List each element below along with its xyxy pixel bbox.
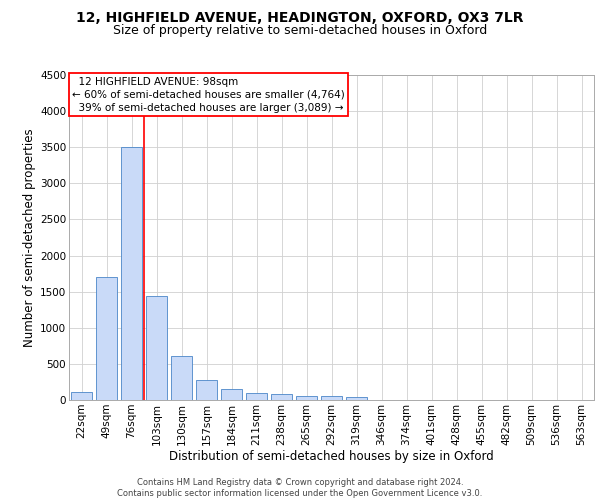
Bar xyxy=(96,277,117,400)
Bar xyxy=(321,396,342,400)
Bar xyxy=(246,393,267,400)
X-axis label: Distribution of semi-detached houses by size in Oxford: Distribution of semi-detached houses by … xyxy=(169,450,494,464)
Text: Contains HM Land Registry data © Crown copyright and database right 2024.
Contai: Contains HM Land Registry data © Crown c… xyxy=(118,478,482,498)
Bar xyxy=(121,147,142,400)
Y-axis label: Number of semi-detached properties: Number of semi-detached properties xyxy=(23,128,36,347)
Text: Size of property relative to semi-detached houses in Oxford: Size of property relative to semi-detach… xyxy=(113,24,487,37)
Bar xyxy=(271,394,292,400)
Bar xyxy=(296,396,317,400)
Bar xyxy=(146,296,167,400)
Bar xyxy=(171,356,192,400)
Bar xyxy=(346,398,367,400)
Bar xyxy=(196,380,217,400)
Text: 12 HIGHFIELD AVENUE: 98sqm
← 60% of semi-detached houses are smaller (4,764)
  3: 12 HIGHFIELD AVENUE: 98sqm ← 60% of semi… xyxy=(71,76,344,113)
Bar xyxy=(71,392,92,400)
Text: 12, HIGHFIELD AVENUE, HEADINGTON, OXFORD, OX3 7LR: 12, HIGHFIELD AVENUE, HEADINGTON, OXFORD… xyxy=(76,11,524,25)
Bar xyxy=(221,389,242,400)
